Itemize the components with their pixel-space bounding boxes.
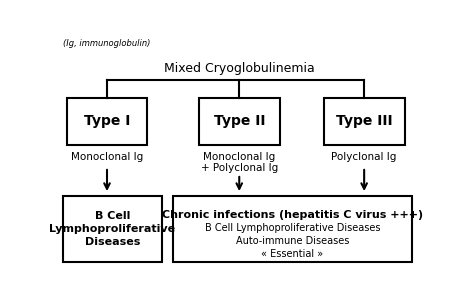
Text: « Essential »: « Essential » [262, 249, 324, 259]
Text: Monoclonal Ig
+ Polyclonal Ig: Monoclonal Ig + Polyclonal Ig [201, 152, 278, 173]
Text: Type II: Type II [213, 114, 265, 128]
Text: B Cell Lymphoproliferative Diseases: B Cell Lymphoproliferative Diseases [205, 223, 380, 233]
Text: Monoclonal Ig: Monoclonal Ig [71, 152, 143, 162]
Text: Type III: Type III [336, 114, 392, 128]
Text: Polyclonal Ig: Polyclonal Ig [331, 152, 397, 162]
Bar [66, 98, 147, 145]
Bar [173, 196, 412, 262]
Text: Type I: Type I [84, 114, 130, 128]
Text: (Ig, immunoglobulin): (Ig, immunoglobulin) [63, 39, 150, 48]
Text: B Cell
Lymphoproliferative
Diseases: B Cell Lymphoproliferative Diseases [49, 211, 175, 247]
Bar [324, 98, 405, 145]
Text: Mixed Cryoglobulinemia: Mixed Cryoglobulinemia [164, 62, 315, 75]
Text: Chronic infections (hepatitis C virus +++): Chronic infections (hepatitis C virus ++… [162, 210, 423, 220]
Bar [63, 196, 162, 262]
Text: Auto-immune Diseases: Auto-immune Diseases [236, 236, 349, 246]
Bar [199, 98, 280, 145]
